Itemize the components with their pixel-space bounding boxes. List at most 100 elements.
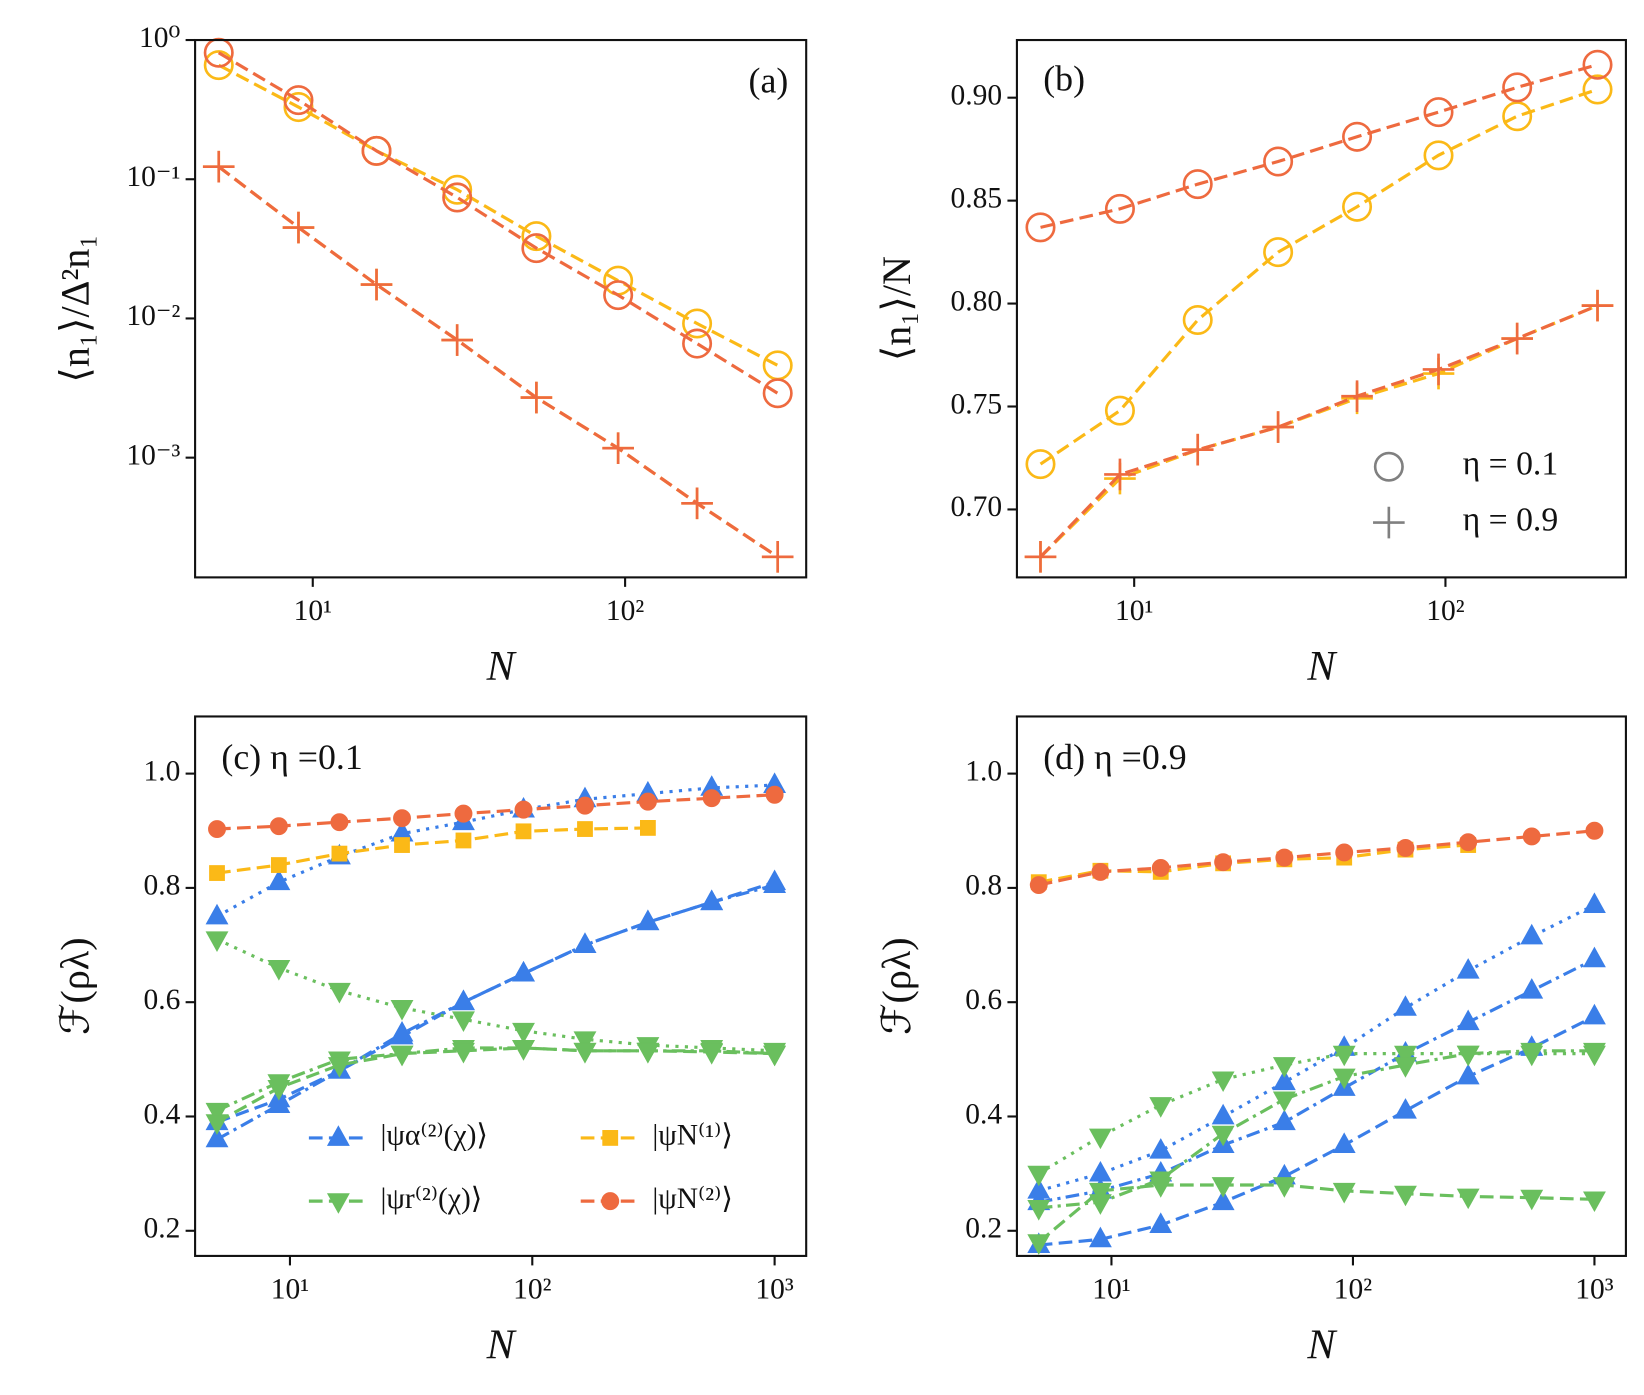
- marker-triangle-up: [1088, 1226, 1112, 1248]
- marker-triangle-up: [512, 960, 535, 982]
- x-tick-label: 10¹: [294, 595, 332, 627]
- panel-label: (a): [749, 61, 789, 101]
- y-tick-label: 0.85: [951, 182, 1003, 214]
- marker-circle: [1182, 305, 1213, 336]
- x-axis-label: N: [1306, 1321, 1338, 1368]
- panel: 10¹ 10² 10³ 0.2 0.4 0.6 0.8 1.0 N ℱ(ρλ) (c) η =0.1…: [52, 715, 808, 1368]
- marker-plus: [520, 381, 553, 414]
- series-line: [1040, 63, 1598, 229]
- marker-triangle-down: [1027, 1165, 1051, 1187]
- marker-triangle-up: [1272, 1069, 1296, 1091]
- marker-circle: [1182, 169, 1213, 200]
- marker-plus: [761, 540, 794, 573]
- marker-circle: [203, 50, 234, 81]
- marker-triangle-down: [1211, 1177, 1235, 1198]
- marker-circle: [1373, 451, 1404, 482]
- marker-triangle-down: [1272, 1177, 1296, 1198]
- marker-triangle-up: [573, 932, 597, 953]
- marker-square: [640, 819, 656, 836]
- series-line: [1039, 87, 1598, 466]
- marker-triangle-down: [636, 1042, 660, 1064]
- marker-circle: [1342, 121, 1373, 152]
- marker-circle: [1582, 74, 1613, 105]
- marker-triangle-up: [1456, 958, 1480, 979]
- marker-circle: [1214, 853, 1233, 872]
- y-tick-label: 0.75: [951, 388, 1003, 420]
- marker-plus: [1341, 380, 1373, 413]
- marker-plus: [1501, 322, 1533, 355]
- panel-label: (b): [1043, 58, 1085, 98]
- marker-triangle-down: [1332, 1182, 1356, 1204]
- marker-circle: [283, 85, 314, 116]
- y-tick-label: 10⁻³: [126, 439, 180, 471]
- marker-circle: [765, 785, 784, 804]
- marker-triangle-down: [1394, 1057, 1417, 1078]
- marker-circle: [601, 1192, 620, 1211]
- y-tick-label: 0.90: [951, 79, 1003, 111]
- marker-square: [455, 832, 472, 849]
- y-tick-label: 1.0: [965, 755, 1002, 787]
- marker-triangle-up: [1520, 923, 1544, 945]
- marker-triangle-up: [763, 869, 787, 891]
- marker-triangle-up: [1583, 892, 1606, 913]
- marker-circle: [1423, 97, 1454, 128]
- panel: 10¹ 10² 10⁰ 10⁻¹ 10⁻² 10⁻³ N ⟨n₁⟩/Δ²n₁ (a): [52, 22, 808, 690]
- marker-circle: [1423, 140, 1454, 171]
- marker-triangle-up: [205, 1126, 229, 1148]
- marker-circle: [1025, 212, 1056, 243]
- x-tick-label: 10³: [1575, 1274, 1614, 1306]
- marker-triangle-up: [1332, 1132, 1356, 1153]
- marker-circle: [521, 233, 552, 264]
- marker-triangle-down: [1394, 1185, 1417, 1207]
- y-tick-label: 0.2: [143, 1213, 180, 1245]
- marker-plus: [441, 324, 473, 356]
- marker-circle: [442, 182, 473, 213]
- marker-triangle-up: [1583, 946, 1606, 968]
- marker-triangle-up: [700, 889, 724, 911]
- marker-circle: [1502, 72, 1533, 103]
- marker-circle: [1396, 838, 1415, 857]
- marker-triangle-up: [1456, 1063, 1480, 1085]
- marker-triangle-down: [512, 1022, 535, 1044]
- marker-triangle-down: [327, 982, 351, 1004]
- marker-triangle-up: [326, 1125, 350, 1146]
- marker-plus: [360, 268, 393, 301]
- marker-circle: [638, 792, 657, 811]
- marker-triangle-down: [1149, 1097, 1173, 1118]
- marker-triangle-up: [1211, 1189, 1235, 1211]
- marker-triangle-down: [1027, 1234, 1051, 1255]
- x-axis-label: N: [486, 1321, 518, 1368]
- marker-square: [331, 845, 348, 862]
- marker-triangle-down: [1272, 1057, 1296, 1078]
- marker-triangle-up: [1394, 995, 1417, 1016]
- marker-circle: [1263, 146, 1294, 177]
- legend: |ψα⁽²⁾(χ)⟩ |ψr⁽²⁾(χ)⟩ |ψN⁽¹⁾⟩ |ψN⁽²⁾⟩: [308, 1120, 733, 1215]
- marker-triangle-down: [390, 1000, 414, 1021]
- marker-triangle-down: [1456, 1045, 1480, 1067]
- plot-frame: [1015, 38, 1627, 579]
- marker-triangle-down: [267, 960, 291, 981]
- marker-circle: [576, 796, 594, 815]
- marker-square: [270, 857, 287, 873]
- marker-square: [577, 821, 593, 837]
- marker-circle: [1275, 848, 1294, 867]
- marker-plus: [1024, 540, 1057, 573]
- marker-triangle-down: [326, 1193, 350, 1214]
- y-axis-label: ⟨n₁⟩/N: [874, 256, 919, 361]
- marker-circle: [330, 813, 349, 832]
- marker-circle: [1104, 395, 1135, 426]
- marker-circle: [1151, 858, 1170, 877]
- y-tick-label: 0.70: [951, 491, 1003, 523]
- marker-plus: [1104, 458, 1136, 491]
- legend-label: |ψN⁽¹⁾⟩: [652, 1120, 733, 1152]
- marker-triangle-up: [205, 903, 229, 925]
- legend-label: |ψα⁽²⁾(χ)⟩: [381, 1120, 488, 1152]
- marker-triangle-down: [1520, 1042, 1544, 1064]
- marker-triangle-down: [573, 1042, 597, 1064]
- panel: 10¹ 10² 10³ 0.2 0.4 0.6 0.8 1.0 N ℱ(ρλ) (d) η =0.9: [874, 715, 1627, 1368]
- marker-circle: [1522, 827, 1541, 846]
- y-tick-label: 0.6: [143, 984, 180, 1016]
- y-tick-label: 0.4: [965, 1098, 1002, 1130]
- panel: 10¹ 10² 0.70 0.75 0.80 0.85 0.90 N ⟨n₁⟩/N (b) η = …: [874, 38, 1627, 690]
